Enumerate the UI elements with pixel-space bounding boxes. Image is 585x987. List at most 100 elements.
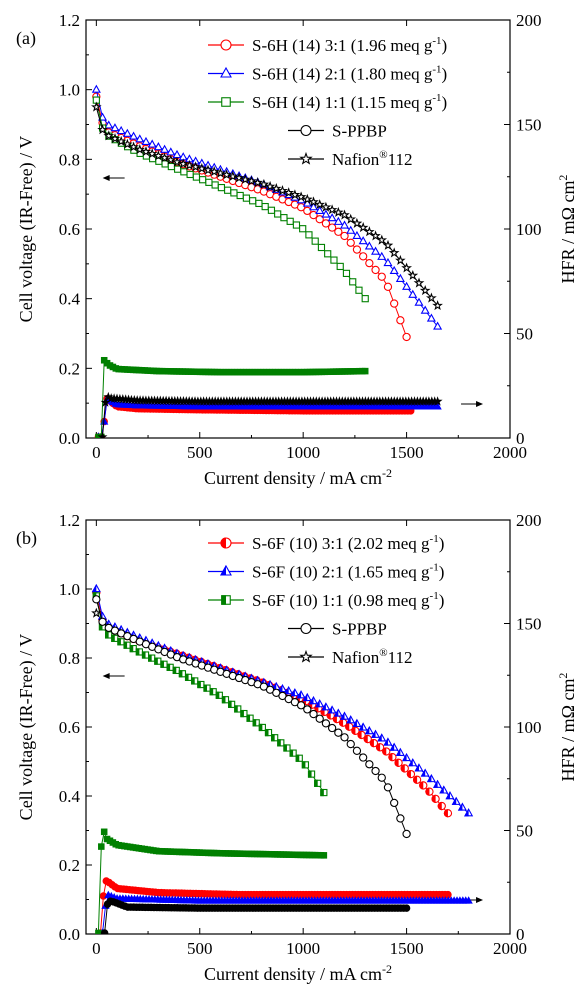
polarization-point: [359, 753, 368, 762]
polarization-point-fill: [364, 726, 370, 735]
polarization-point: [365, 258, 374, 268]
polarization-point: [352, 746, 362, 755]
polarization-point: [371, 265, 380, 275]
polarization-point: [264, 180, 276, 192]
hfr-point: [361, 367, 369, 375]
plot-area: [91, 583, 474, 934]
polarization-point: [340, 220, 350, 229]
polarization-point: [333, 206, 344, 218]
panel-label: (a): [16, 28, 36, 49]
legend-marker-fill: [221, 595, 226, 605]
polarization-point: [334, 227, 343, 236]
polarization-point-fill: [141, 651, 146, 659]
y-tick-label: 0.6: [59, 718, 80, 737]
y-right-axis-label: HFR / mΩ cm2: [556, 673, 578, 782]
y-right-tick-label: 200: [516, 11, 542, 30]
polarization-point: [159, 152, 170, 163]
polarization-point: [349, 278, 357, 286]
polarization-point-fill: [135, 648, 140, 656]
polarization-point-fill: [252, 719, 257, 727]
polarization-point: [91, 101, 102, 112]
polarization-point: [352, 230, 362, 240]
polarization-point: [321, 719, 331, 728]
polarization-point: [301, 193, 313, 204]
polarization-point: [103, 130, 115, 141]
polarization-point: [199, 176, 207, 184]
polarization-point: [174, 165, 182, 173]
polarization-point: [98, 617, 107, 626]
polarization-point-fill: [371, 729, 376, 738]
polarization-point-fill: [154, 657, 158, 665]
polarization-point-fill: [148, 654, 152, 662]
polarization-point: [383, 783, 393, 792]
polarization-point-fill: [351, 726, 356, 735]
polarization-point: [342, 269, 351, 278]
polarization-point-fill: [295, 754, 300, 762]
x-tick-label: 2000: [493, 939, 527, 958]
polarization-point: [407, 269, 419, 280]
polarization-point: [110, 123, 120, 132]
polarization-point: [303, 705, 312, 714]
polarization-point: [371, 766, 380, 776]
polarization-point: [305, 231, 313, 239]
polarization-point-fill: [111, 634, 115, 642]
polarization-point: [371, 246, 381, 255]
hfr-point: [97, 431, 108, 438]
polarization-point-fill: [439, 785, 444, 794]
polarization-point: [339, 209, 350, 220]
polarization-point: [258, 178, 270, 189]
polarization-point-fill: [388, 752, 393, 762]
polarization-point: [215, 167, 226, 178]
polarization-point: [242, 194, 251, 202]
polarization-point: [167, 162, 175, 171]
polarization-point-fill: [426, 774, 432, 783]
polarization-point-fill: [209, 688, 214, 696]
polarization-point: [134, 143, 146, 155]
polarization-point-fill: [346, 715, 351, 724]
y-right-tick-label: 150: [516, 615, 542, 634]
polarization-point: [140, 146, 152, 157]
polarization-point: [91, 607, 102, 618]
y-right-tick-label: 100: [516, 718, 542, 737]
polarization-point: [364, 226, 375, 237]
polarization-point: [286, 217, 294, 225]
polarization-point: [255, 199, 263, 208]
polarization-point: [186, 170, 194, 179]
polarization-point: [336, 262, 344, 271]
polarization-point: [315, 714, 324, 723]
polarization-point: [280, 214, 288, 222]
y-tick-label: 1.2: [59, 511, 80, 530]
polarization-point: [309, 709, 318, 719]
polarization-point: [153, 150, 164, 161]
polarization-line: [95, 99, 366, 299]
polarization-point: [153, 142, 163, 151]
x-tick-label: 1000: [286, 939, 320, 958]
polarization-point: [419, 285, 431, 296]
polarization-point: [217, 183, 226, 192]
polarization-point-fill: [315, 699, 320, 708]
plot-area: [91, 84, 443, 438]
polarization-point: [358, 236, 368, 245]
hfr-point: [100, 828, 108, 836]
y-tick-label: 0.2: [59, 856, 80, 875]
polarization-point-fill: [271, 734, 275, 742]
polarization-point: [340, 231, 349, 241]
polarization-point-fill: [414, 763, 419, 772]
polarization-point: [327, 213, 337, 222]
polarization-point-fill: [221, 696, 226, 704]
polarization-point: [122, 138, 133, 149]
hfr-point: [98, 843, 105, 850]
series-0: [92, 92, 415, 438]
polarization-point: [261, 202, 269, 211]
polarization-point: [171, 156, 183, 167]
polarization-point: [345, 213, 357, 224]
legend-marker: [299, 151, 313, 165]
hfr-point: [100, 929, 109, 934]
legend-label: S-PPBP: [332, 122, 387, 141]
y-right-tick-label: 50: [516, 325, 533, 344]
polarization-point-fill: [357, 730, 362, 740]
polarization-point: [377, 272, 386, 281]
arrow-right-head: [476, 401, 484, 407]
polarization-point: [289, 189, 301, 200]
polarization-point: [292, 221, 301, 229]
